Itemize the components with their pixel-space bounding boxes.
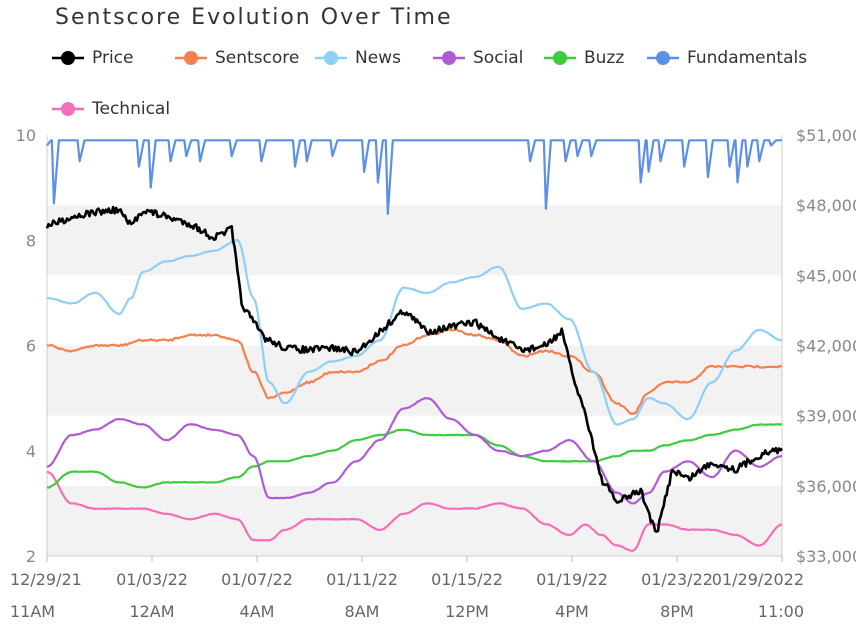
y-tick-label-right: $51,000 — [796, 126, 856, 145]
x-tick-time-label: 12PM — [445, 602, 489, 621]
legend-label: Social — [473, 48, 524, 68]
x-tick-date-label: 01/15/22 — [431, 570, 503, 589]
legend-label: Buzz — [584, 48, 625, 68]
legend-marker-icon — [175, 51, 207, 65]
series-line-buzz — [46, 423, 782, 489]
y-tick-label-right: $42,000 — [796, 337, 856, 356]
legend-marker-icon — [647, 51, 679, 65]
grid-band — [47, 485, 782, 556]
legend-label: Price — [92, 48, 134, 68]
legend-item-fundamentals[interactable]: Fundamentals — [645, 44, 807, 72]
grid-band — [47, 345, 782, 416]
legend-item-buzz[interactable]: Buzz — [542, 44, 624, 72]
x-tick-date-label: 01/03/22 — [116, 570, 188, 589]
legend-marker-icon — [52, 102, 84, 116]
series-line-technical — [46, 470, 783, 552]
y-tick-label-left: 6 — [26, 337, 36, 356]
series-line-social — [46, 396, 783, 505]
y-tick-label-right: $45,000 — [796, 266, 856, 285]
legend-label: Sentscore — [215, 48, 300, 68]
y-tick-label-left: 8 — [26, 231, 36, 250]
grid-band — [47, 415, 782, 486]
legend-label: Fundamentals — [687, 48, 808, 68]
y-tick-label-left: 2 — [26, 547, 36, 566]
x-tick-date-label: 01/11/22 — [326, 570, 398, 589]
x-tick-date-label: 01/07/22 — [221, 570, 293, 589]
x-tick-time-label: 12AM — [129, 602, 174, 621]
legend-item-news[interactable]: News — [313, 44, 401, 72]
y-tick-label-right: $39,000 — [796, 407, 856, 426]
legend-item-social[interactable]: Social — [431, 44, 523, 72]
legend-item-technical[interactable]: Technical — [50, 95, 170, 123]
series-line-price — [45, 205, 784, 533]
x-tick-time-label: 8PM — [660, 602, 694, 621]
y-tick-label-right: $36,000 — [796, 477, 856, 496]
x-tick-time-label: 4PM — [555, 602, 589, 621]
legend-label: Technical — [92, 99, 171, 119]
y-tick-label-right: $33,000 — [796, 547, 856, 566]
legend-marker-icon — [52, 51, 84, 65]
x-tick-time-label: 11:00 — [758, 602, 804, 621]
legend-marker-icon — [315, 51, 347, 65]
grid-band — [47, 205, 782, 276]
grid-band — [47, 135, 782, 206]
legend-item-price[interactable]: Price — [50, 44, 133, 72]
y-tick-label-right: $48,000 — [796, 196, 856, 215]
x-tick-date-label: 01/23/22 — [641, 570, 713, 589]
y-tick-label-left: 4 — [26, 442, 36, 461]
x-tick-time-label: 4AM — [240, 602, 275, 621]
x-tick-time-label: 8AM — [345, 602, 380, 621]
x-tick-date-label: 01/29/2022 — [712, 570, 804, 589]
series-line-fundamentals — [46, 139, 782, 215]
series-line-sentscore — [46, 328, 783, 415]
legend-marker-icon — [433, 51, 465, 65]
legend-marker-icon — [544, 51, 576, 65]
series-line-news — [46, 239, 782, 426]
grid-band — [47, 275, 782, 346]
x-tick-time-label: 11AM — [10, 602, 55, 621]
x-tick-date-label: 01/19/22 — [536, 570, 608, 589]
legend-label: News — [355, 48, 401, 68]
legend-item-sentscore[interactable]: Sentscore — [173, 44, 299, 72]
x-tick-date-label: 12/29/21 — [10, 570, 82, 589]
chart-title: Sentscore Evolution Over Time — [55, 5, 453, 30]
y-tick-label-left: 10 — [16, 126, 36, 145]
